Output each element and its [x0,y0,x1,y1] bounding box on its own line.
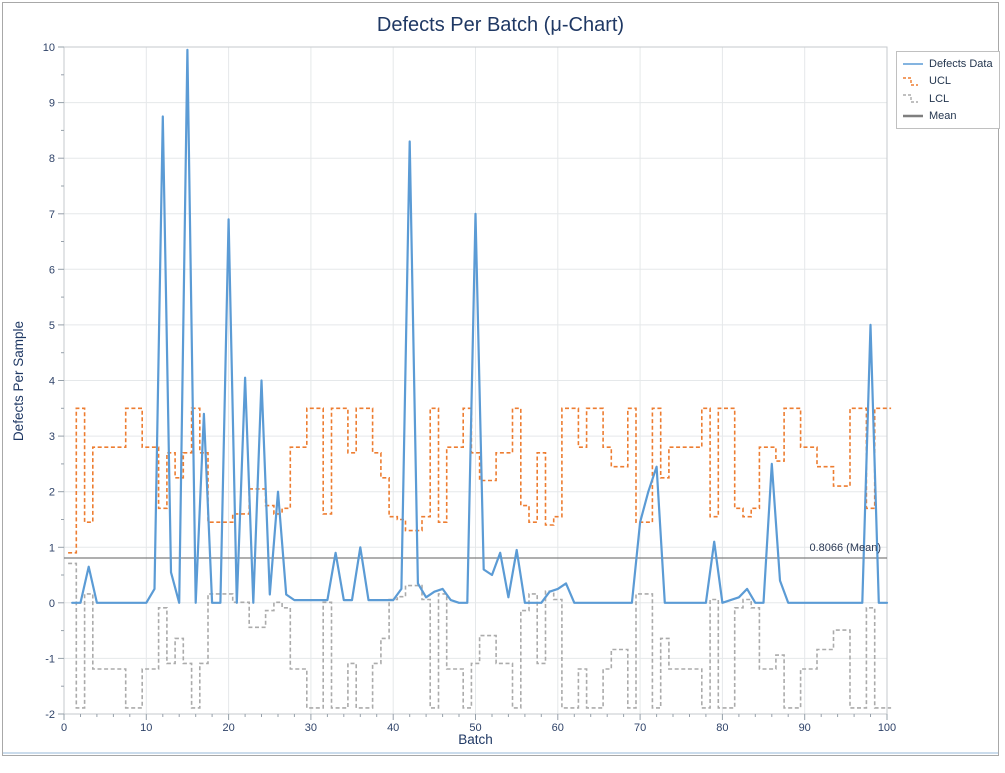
legend-label: Mean [929,110,957,123]
y-tick-label: 5 [49,320,55,332]
legend-item-lcl[interactable]: LCL [902,90,994,107]
y-tick-label: 10 [43,42,55,54]
window-bottom-edge [3,752,998,754]
x-tick-label: 0 [61,722,67,734]
defects-data-line [71,48,889,604]
legend-item-ucl[interactable]: UCL [902,73,994,90]
x-tick-label: 60 [552,722,564,734]
x-tick-label: 80 [716,722,728,734]
y-tick-label: 3 [49,431,55,443]
legend: Defects Data UCL LCL Mean [896,51,1000,129]
ucl-step-swatch [903,77,918,86]
x-tick-label: 90 [799,722,811,734]
legend-label: LCL [929,92,950,105]
mean-line-swatch [903,115,923,118]
legend-label: UCL [929,75,952,88]
chart-title: Defects Per Batch (μ-Chart) [376,14,625,36]
legend-label: Defects Data [929,57,993,70]
y-tick-label: 9 [49,98,55,110]
y-tick-label: 7 [49,209,55,221]
y-tick-label: 2 [49,487,55,499]
x-tick-label: 100 [878,722,896,734]
legend-item-mean[interactable]: Mean [902,108,994,125]
y-tick-label: 0 [49,598,55,610]
defects-line-swatch [903,62,923,65]
y-tick-label: 1 [49,542,55,554]
legend-item-defects-data[interactable]: Defects Data [902,55,994,72]
x-tick-label: 70 [634,722,646,734]
chart-control: Defects Per Batch (μ-Chart) Defects Per … [2,2,1000,756]
x-tick-label: 50 [469,722,481,734]
lcl-step-swatch [903,94,918,103]
y-tick-label: 6 [49,264,55,276]
x-tick-label: 30 [305,722,317,734]
y-tick-label: 4 [49,376,55,388]
y-tick-label: -1 [45,653,55,665]
x-tick-label: 10 [140,722,152,734]
x-axis-label: Batch [458,732,493,747]
mean-annotation: 0.8066 (Mean) [809,542,881,554]
x-tick-label: 20 [222,722,234,734]
y-tick-label: -2 [45,709,55,721]
y-tick-label: 8 [49,153,55,165]
lcl-step-line [68,562,892,709]
x-tick-label: 40 [387,722,399,734]
